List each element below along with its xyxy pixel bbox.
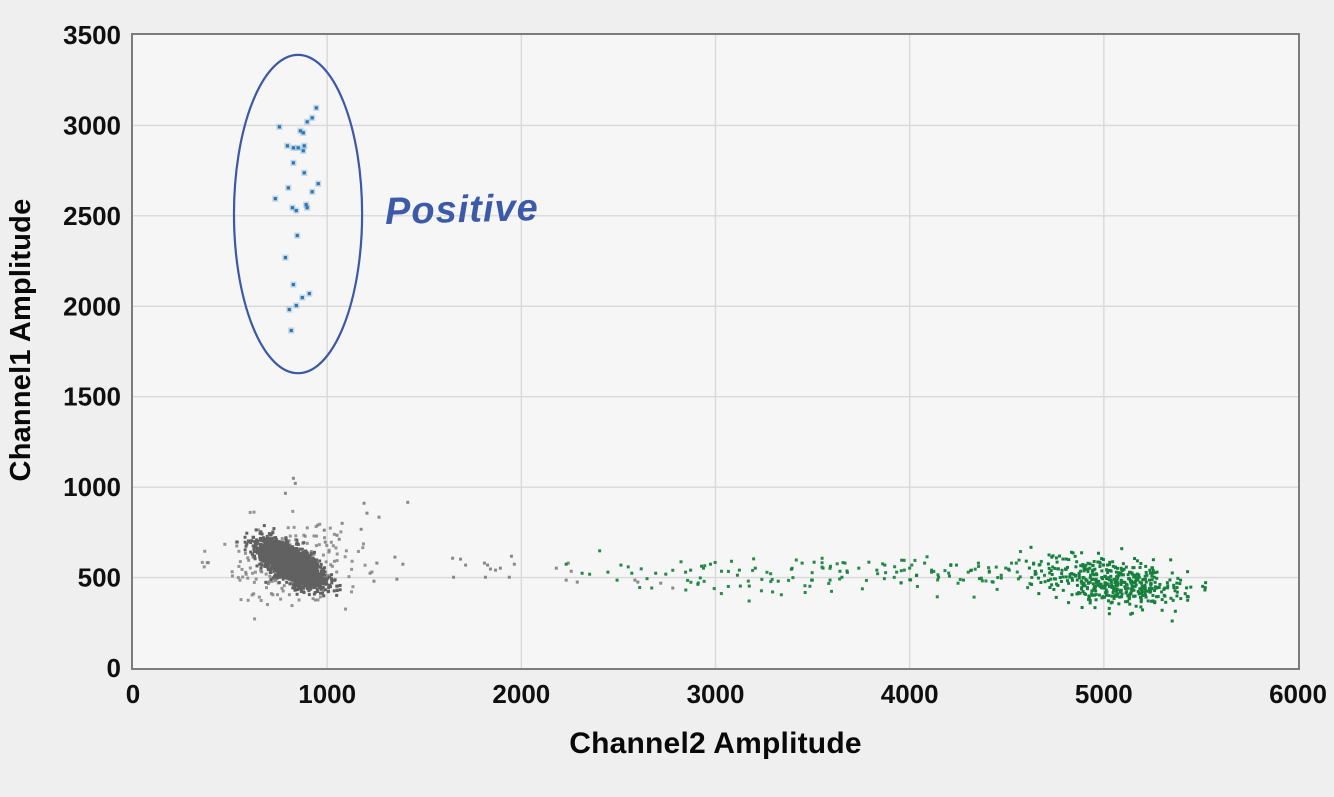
- positive-annotation-label: Positive: [384, 187, 540, 234]
- green-dense-cluster: [1024, 545, 1208, 623]
- x-tick-label: 0: [126, 679, 140, 709]
- x-axis-title: Channel2 Amplitude: [569, 727, 862, 760]
- y-tick-label: 3000: [63, 110, 121, 140]
- x-tick-label: 4000: [881, 679, 939, 709]
- y-tick-label: 500: [78, 563, 121, 593]
- y-tick-label: 1500: [63, 382, 121, 412]
- positive-points: [272, 104, 322, 334]
- x-tick-label: 6000: [1269, 679, 1327, 709]
- y-axis-title: Channel1 Amplitude: [5, 198, 37, 482]
- negative-outlier-points: [283, 476, 675, 590]
- x-tick-label: 2000: [492, 679, 550, 709]
- x-tick-label: 3000: [687, 679, 745, 709]
- y-tick-label: 1000: [63, 472, 121, 502]
- y-tick-label: 2000: [63, 291, 121, 321]
- green-sparse-band: [564, 549, 1047, 603]
- y-tick-label: 2500: [63, 201, 121, 231]
- plot-border: [131, 33, 1300, 670]
- y-tick-label: 0: [107, 653, 121, 683]
- positive-gate-ellipse: [232, 53, 364, 375]
- negative-cluster: [235, 524, 342, 598]
- x-tick-label: 5000: [1075, 679, 1133, 709]
- y-tick-labels: 0 500 1000 1500 2000 2500 3000 3500: [63, 20, 121, 683]
- data-points-layer: [200, 104, 1208, 623]
- x-tick-label: 1000: [298, 679, 356, 709]
- gridlines: [133, 35, 1298, 668]
- y-tick-label: 3500: [63, 20, 121, 50]
- x-tick-labels: 0 1000 2000 3000 4000 5000 6000: [126, 679, 1327, 709]
